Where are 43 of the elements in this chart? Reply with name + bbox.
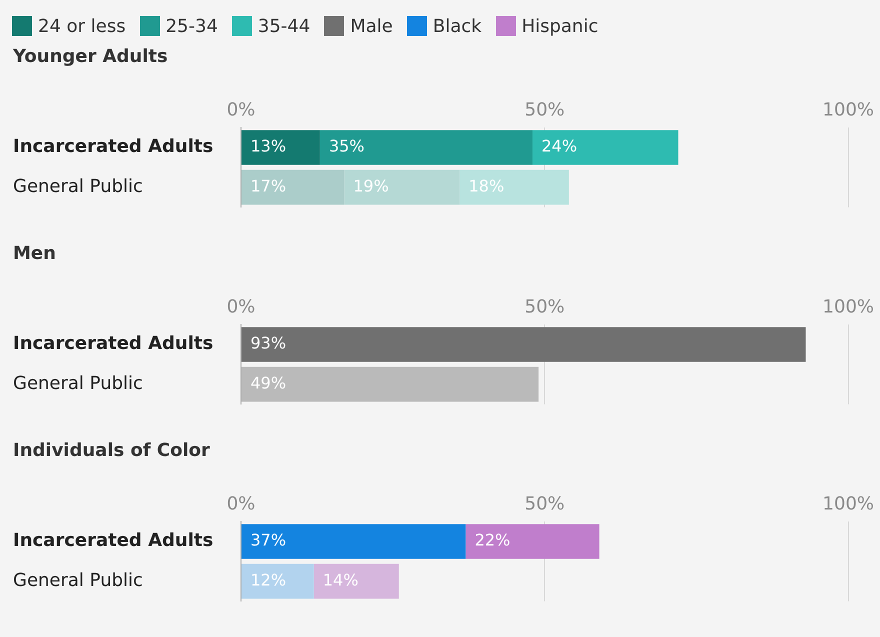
legend-label: Black [432, 16, 482, 36]
legend-label: Male [350, 16, 393, 36]
y-tick-label: General Public [13, 372, 143, 394]
data-label: 93% [250, 334, 286, 353]
legend-label: 35-44 [258, 16, 310, 36]
y-tick-label: Incarcerated Adults [13, 136, 214, 158]
bar [320, 130, 532, 165]
x-tick-label: 0% [226, 296, 256, 318]
y-tick-label: General Public [13, 176, 143, 197]
legend-label: 24 or less [38, 16, 126, 36]
bar [532, 130, 678, 165]
x-tick-label: 100% [822, 493, 874, 514]
bar [242, 130, 320, 165]
bar [242, 524, 466, 559]
data-label: 12% [250, 570, 286, 590]
data-label: 19% [353, 176, 389, 196]
x-tick-label: 50% [524, 493, 565, 514]
y-tick-label: Incarcerated Adults [13, 530, 214, 552]
bar [466, 524, 600, 559]
bar [242, 564, 314, 599]
bar [314, 564, 399, 599]
data-label: 14% [322, 570, 358, 590]
data-label: 17% [250, 176, 286, 196]
data-label: 18% [468, 176, 504, 196]
x-tick-label: 0% [226, 99, 256, 120]
x-tick-label: 50% [524, 296, 565, 318]
data-label: 37% [250, 530, 286, 550]
data-label: 22% [474, 530, 510, 550]
y-tick-label: Incarcerated Adults [13, 333, 214, 354]
x-tick-label: 50% [524, 99, 565, 120]
y-tick-label: General Public [13, 570, 143, 591]
chart-title: Individuals of Color [12, 439, 211, 463]
legend-label: Hispanic [522, 16, 598, 36]
x-tick-label: 100% [822, 296, 874, 318]
legend-label: 25-34 [166, 16, 218, 36]
text: Younger Adults [12, 45, 169, 69]
data-label: 35% [328, 136, 365, 156]
x-tick-label: 0% [226, 493, 256, 514]
text: Men [12, 242, 57, 266]
data-label: 49% [250, 373, 286, 392]
data-label: 24% [541, 136, 578, 156]
x-tick-label: 100% [822, 99, 874, 120]
data-label: 13% [250, 136, 286, 156]
